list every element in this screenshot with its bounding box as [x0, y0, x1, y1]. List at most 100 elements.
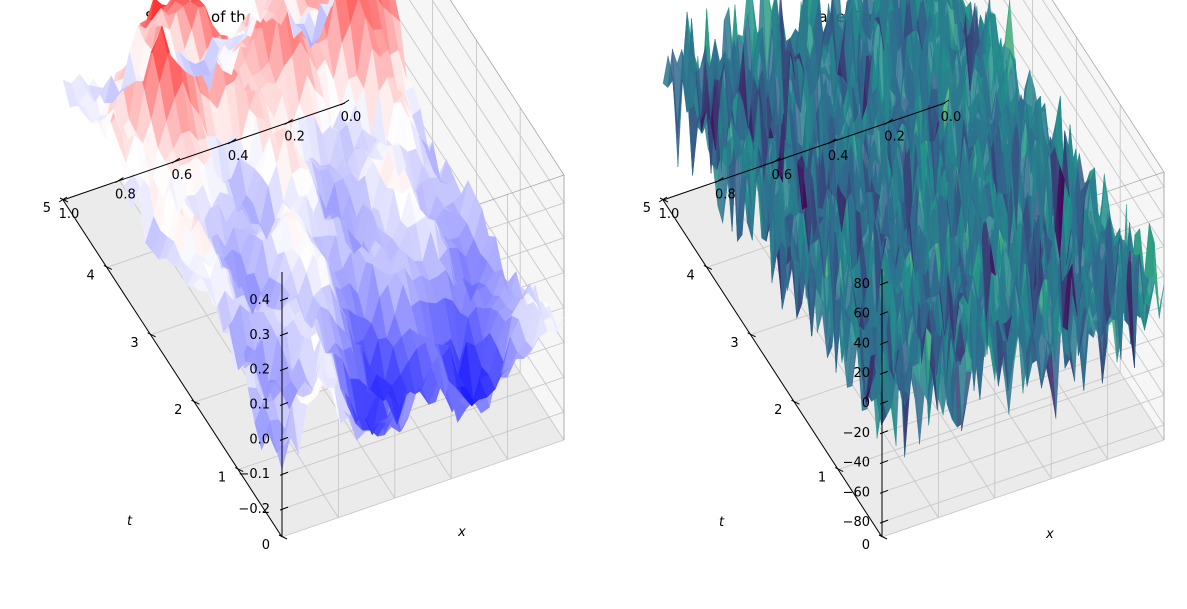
noise-gridline	[881, 365, 1165, 463]
surface-patch	[958, 0, 966, 40]
noise-x-tick	[884, 118, 893, 125]
white-noise-panel: Space Time White Noise −80−60−40−2002040…	[594, 0, 1187, 609]
noise-t-tick	[834, 467, 844, 473]
noise-x-tick	[715, 177, 724, 184]
surface-patch	[888, 0, 894, 13]
surface-patch	[358, 0, 374, 30]
heat-t-tick-label: 0	[262, 538, 270, 553]
surface-patch	[304, 0, 310, 8]
heat-t-tick-label: 2	[174, 403, 182, 418]
surface-patch	[933, 0, 943, 93]
noise-x-axis	[662, 102, 946, 201]
noise-t-tick	[659, 197, 669, 203]
surface-patch	[900, 0, 907, 40]
heat-pane-edge	[449, 0, 565, 176]
surface-patch	[937, 0, 945, 56]
heat-gridline	[281, 439, 565, 538]
noise-z-tick	[879, 340, 889, 345]
surface-patch	[367, 0, 382, 31]
heat-t-tick	[103, 264, 113, 270]
heat-gridline	[386, 0, 565, 273]
noise-x-tick	[827, 138, 837, 145]
noise-t-tick	[747, 332, 756, 338]
surface-patch	[894, 0, 904, 51]
noise-x-tick-label: 1.0	[659, 207, 680, 222]
surface-patch	[952, 0, 961, 25]
noise-gridline	[881, 424, 1165, 523]
surface-patch	[857, 0, 865, 38]
surface-patch	[662, 55, 673, 88]
noise-pane-edge	[1051, 0, 1165, 173]
heat-t-tick	[278, 534, 288, 540]
noise-z-tick-label: 40	[853, 336, 870, 351]
heat-x-axis-label: x	[457, 525, 466, 540]
white-noise-plot: −80 −60 −40 −20 0 20 40 60 80 0 1 2 3 4 5 0.0 0.2 0.4 0.6 0…	[643, 0, 1165, 553]
heat-z-tick	[279, 506, 289, 511]
noise-gridline	[983, 0, 1165, 277]
heat-z-tick-label: 0.2	[249, 363, 270, 378]
noise-z-tick-label: −80	[843, 515, 870, 530]
noise-t-axis-label: t	[719, 515, 725, 530]
heat-gridline	[408, 0, 565, 239]
heat-t-axis	[62, 199, 283, 538]
noise-z-tick	[879, 370, 889, 375]
heat-z-tick	[279, 367, 289, 372]
noise-x-tick-label: 0.2	[884, 129, 905, 144]
heat-gridline	[281, 411, 565, 510]
surface-patch	[763, 0, 772, 77]
noise-x-tick-label: 0.6	[771, 168, 792, 183]
surface-patch	[375, 0, 391, 55]
heat-z-tick-label: 0.4	[249, 293, 270, 308]
heat-x-tick-label: 0.4	[228, 149, 249, 164]
noise-gridline	[1003, 0, 1165, 247]
noise-z-tick-label: 80	[853, 277, 870, 292]
surface-patch	[909, 0, 918, 32]
noise-z-tick-label: 20	[853, 366, 870, 381]
surface-patch	[334, 0, 351, 44]
surface-patch	[346, 0, 358, 24]
surface-patch	[915, 0, 921, 20]
heat-x-tick	[58, 196, 68, 203]
heat-z-tick	[279, 297, 289, 302]
noise-surface	[662, 0, 1165, 458]
noise-t-tick-label: 4	[687, 268, 695, 283]
surface-patch	[949, 0, 952, 9]
noise-t-tick-label: 0	[862, 538, 870, 553]
heat-gridline	[431, 0, 565, 204]
heat-surface	[62, 0, 565, 471]
noise-z-tick	[879, 460, 889, 465]
heat-x-tick	[340, 99, 350, 106]
heat-equation-panel: Solution of the Stochastic Heat Equation…	[43, 0, 565, 553]
surface-patch	[952, 0, 956, 25]
heat-t-tick-label: 1	[218, 471, 226, 486]
noise-gridline	[1042, 0, 1165, 188]
surface-patch	[62, 79, 79, 108]
noise-x-tick-label: 0.8	[715, 188, 736, 203]
surface-patch	[388, 0, 401, 22]
noise-t-tick	[791, 399, 800, 405]
heat-gridline	[281, 376, 565, 475]
noise-x-tick	[771, 157, 781, 164]
heat-x-tick	[284, 118, 293, 125]
noise-z-tick-label: −40	[843, 456, 870, 471]
surface-patch	[283, 0, 294, 39]
noise-x-tick	[658, 196, 668, 203]
noise-t-tick-label: 1	[818, 471, 826, 486]
surface-patch	[295, 0, 308, 18]
noise-gridline	[881, 394, 1165, 493]
noise-z-tick-label: −20	[843, 426, 870, 441]
noise-x-tick	[940, 99, 950, 106]
heat-x-tick-label: 0.8	[115, 188, 136, 203]
surface-patch	[851, 0, 861, 83]
heat-x-tick-label: 0.0	[341, 110, 362, 125]
heat-z-tick-label: −0.1	[238, 467, 270, 482]
heat-t-tick-label: 3	[130, 336, 138, 351]
heat-z-tick-label: −0.2	[238, 502, 270, 517]
heat-x-tick	[227, 138, 237, 145]
heat-x-axis	[62, 102, 346, 201]
noise-z-tick	[879, 430, 889, 435]
surface-patch	[748, 0, 758, 59]
surface-patch	[886, 0, 895, 95]
heat-z-tick	[279, 332, 289, 337]
noise-z-tick	[879, 281, 889, 286]
